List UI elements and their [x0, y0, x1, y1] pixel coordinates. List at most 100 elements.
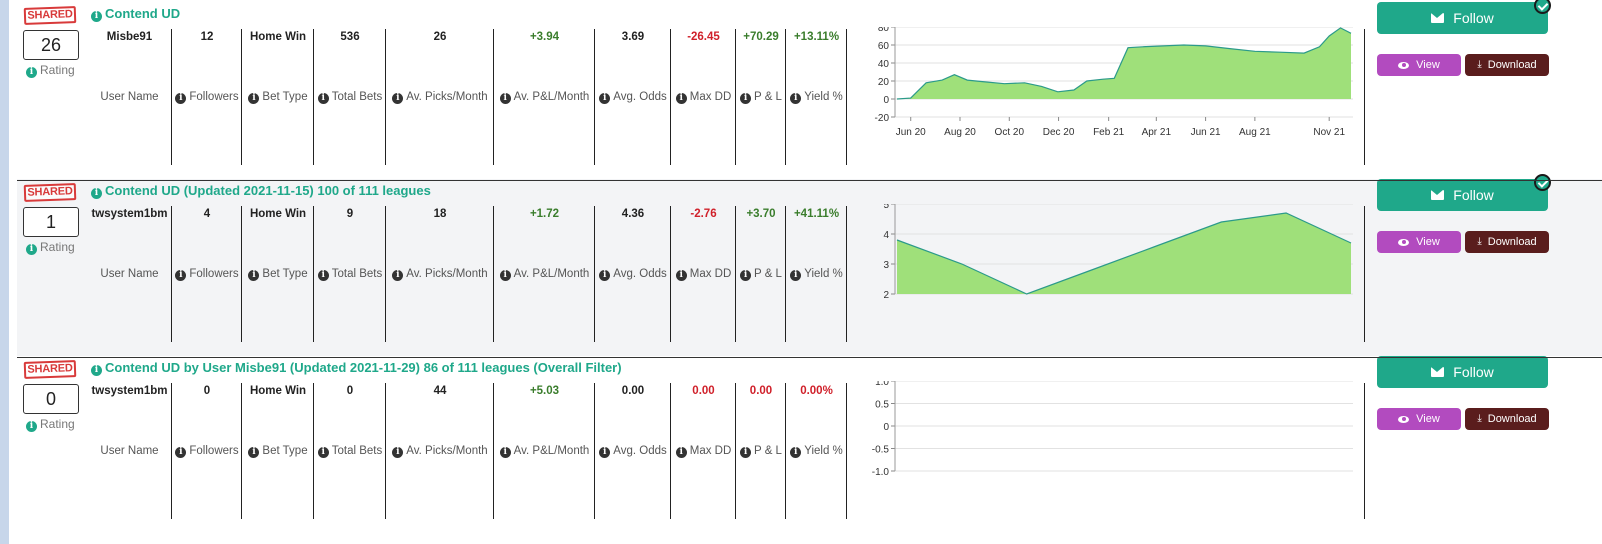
- info-icon: i: [675, 270, 687, 281]
- stat-user-name: twsystem1bm User Name: [87, 179, 172, 356]
- info-icon: i: [26, 244, 37, 255]
- info-icon: i: [790, 270, 802, 281]
- x-tick-label: Nov 21: [1313, 127, 1345, 138]
- stat-value: 536: [340, 31, 360, 43]
- stat-label-text: Max DD: [689, 91, 732, 103]
- info-icon: i: [392, 447, 404, 458]
- system-title[interactable]: i Contend UD (Updated 2021-11-15) 100 of …: [91, 183, 431, 199]
- stat-label-text: Followers: [189, 445, 239, 457]
- stat-total-bets: 536 i Total Bets: [314, 2, 386, 179]
- stat-value: 0.00: [692, 385, 715, 397]
- stat-label-text: Av. Picks/Month: [406, 268, 488, 280]
- envelope-icon: [1431, 190, 1445, 200]
- follow-button[interactable]: Follow: [1377, 356, 1548, 388]
- stat-max-dd: -2.76 i Max DD: [671, 179, 736, 356]
- follow-button[interactable]: Follow: [1377, 179, 1548, 211]
- stat-value: twsystem1bm: [91, 385, 168, 397]
- stat-label: i Yield %: [786, 91, 847, 104]
- view-button[interactable]: View: [1377, 408, 1461, 430]
- stat-label-text: Av. P&L/Month: [513, 91, 590, 103]
- y-tick-label: 2: [883, 290, 889, 301]
- info-icon: i: [175, 93, 187, 104]
- stat-label: i Bet Type: [242, 445, 314, 458]
- system-title[interactable]: i Contend UD by User Misbe91 (Updated 202…: [91, 360, 622, 376]
- stat-label-text: Av. P&L/Month: [513, 445, 590, 457]
- stat-label-text: Yield %: [804, 91, 843, 103]
- download-button[interactable]: ⤓ Download: [1465, 408, 1549, 430]
- row-separator: [17, 357, 1602, 358]
- eye-icon: [1398, 415, 1410, 423]
- stat-value: 9: [346, 208, 354, 220]
- system-title-text[interactable]: Contend UD by User Misbe91 (Updated 2021…: [105, 360, 622, 375]
- stat-value: -2.76: [690, 208, 717, 220]
- stat-label-text: Yield %: [804, 268, 843, 280]
- stat-label: i Yield %: [786, 268, 847, 281]
- stat-label: i Av. Picks/Month: [386, 268, 494, 281]
- stat-av-pl: +1.72 i Av. P&L/Month: [494, 179, 595, 356]
- download-button[interactable]: ⤓ Download: [1465, 54, 1549, 76]
- stat-value: Misbe91: [106, 31, 153, 43]
- rating-value: 1: [23, 207, 79, 237]
- stat-label: i Followers: [172, 268, 242, 281]
- info-icon: i: [740, 447, 752, 458]
- download-button[interactable]: ⤓ Download: [1465, 231, 1549, 253]
- system-title-text[interactable]: Contend UD: [105, 6, 181, 21]
- stat-yield: +13.11% i Yield %: [786, 2, 847, 179]
- follow-button[interactable]: Follow: [1377, 2, 1548, 34]
- stat-label: User Name: [87, 445, 172, 457]
- y-tick-label: 80: [878, 27, 890, 34]
- shared-stamp: SHARED: [23, 6, 77, 25]
- info-icon: i: [599, 270, 611, 281]
- info-icon: i: [26, 421, 37, 432]
- view-button[interactable]: View: [1377, 54, 1461, 76]
- view-label: View: [1416, 413, 1440, 425]
- stat-value: twsystem1bm: [91, 208, 168, 220]
- stat-label-text: Followers: [189, 268, 239, 280]
- info-icon: i: [499, 93, 511, 104]
- download-icon: ⤓: [1477, 236, 1482, 247]
- stat-followers: 12 i Followers: [172, 2, 242, 179]
- stat-value: -26.45: [687, 31, 720, 43]
- stat-label: i Avg. Odds: [595, 268, 671, 281]
- stat-label-text: User Name: [100, 91, 159, 103]
- x-tick-label: Oct 20: [995, 127, 1025, 138]
- info-icon: i: [26, 67, 37, 78]
- system-title[interactable]: i Contend UD: [91, 6, 180, 22]
- view-button[interactable]: View: [1377, 231, 1461, 253]
- info-icon: i: [317, 270, 329, 281]
- stat-label: i Bet Type: [242, 268, 314, 281]
- stat-value: +5.03: [529, 385, 560, 397]
- info-icon: i: [599, 447, 611, 458]
- stat-value: 44: [433, 385, 447, 397]
- x-tick-label: Feb 21: [1093, 127, 1125, 138]
- stat-value: 0.00: [621, 385, 645, 397]
- stat-value: Home Win: [249, 208, 307, 220]
- stat-value: 18: [433, 208, 447, 220]
- shared-stamp: SHARED: [23, 360, 77, 379]
- info-icon: i: [740, 270, 752, 281]
- check-icon: [1534, 0, 1551, 14]
- system-title-text[interactable]: Contend UD (Updated 2021-11-15) 100 of 1…: [105, 183, 431, 198]
- stat-value: +1.72: [529, 208, 560, 220]
- stat-label-text: Avg. Odds: [613, 268, 667, 280]
- y-tick-label: 4: [883, 230, 889, 241]
- stat-user-name: Misbe91 User Name: [87, 2, 172, 179]
- performance-chart: 80 60 40 20 0 -20 Jun 20 Aug 20 Oct 20 Dec 20 Feb …: [856, 27, 1356, 139]
- stat-value: 0: [203, 385, 211, 397]
- eye-icon: [1398, 238, 1410, 246]
- info-icon: i: [317, 93, 329, 104]
- x-tick-label: Dec 20: [1043, 127, 1075, 138]
- info-icon: i: [499, 270, 511, 281]
- stat-value: +41.11%: [793, 208, 840, 220]
- info-icon: i: [790, 447, 802, 458]
- y-tick-label: 5: [883, 204, 889, 211]
- stat-label-text: Av. P&L/Month: [513, 268, 590, 280]
- x-tick-label: Jun 20: [896, 127, 926, 138]
- x-tick-label: Jun 21: [1191, 127, 1221, 138]
- y-tick-label: -1.0: [872, 467, 890, 478]
- y-tick-label: -0.5: [872, 445, 890, 456]
- stat-label-text: Total Bets: [331, 91, 383, 103]
- stat-label: User Name: [87, 91, 172, 103]
- stat-value: 0: [346, 385, 354, 397]
- y-tick-label: 0: [883, 95, 889, 106]
